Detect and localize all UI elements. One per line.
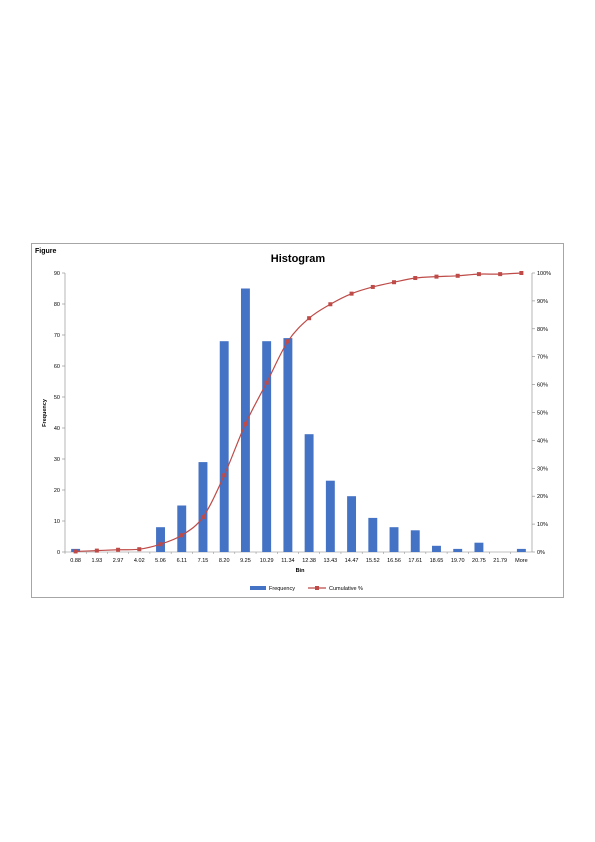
cumulative-marker: [349, 291, 354, 296]
x-tick-label: 18.65: [430, 558, 444, 564]
x-tick-label: 19.70: [451, 558, 465, 564]
y-axis-title: Frequency: [42, 398, 48, 427]
cumulative-marker: [434, 274, 439, 279]
bar: [177, 505, 187, 552]
y2-tick-label: 100%: [537, 271, 551, 277]
x-tick-label: 8.20: [219, 558, 230, 564]
cumulative-marker: [200, 515, 205, 520]
cumulative-marker: [392, 280, 397, 285]
chart-title: Histogram: [271, 253, 326, 265]
bar: [304, 434, 314, 552]
axes: [62, 272, 535, 554]
x-tick-label: 11.34: [281, 558, 294, 564]
bar: [368, 517, 378, 552]
y2-tick-label: 40%: [537, 438, 548, 444]
bar: [453, 548, 463, 552]
y2-tick-label: 80%: [537, 327, 548, 333]
bar: [389, 527, 399, 552]
cumulative-marker: [307, 316, 312, 321]
x-tick-label: 10.29: [260, 558, 274, 564]
y-tick-label: 50: [54, 395, 60, 401]
x-tick-label: 13.43: [323, 558, 337, 564]
y-tick-label: 80: [54, 302, 60, 308]
legend-frequency-label: Frequency: [269, 586, 295, 592]
tick-labels: 0 10 20 30 40 50 60 70 80 90 0% 10% 20% 30% 40% 50% 60% 7…: [54, 271, 551, 564]
y2-tick-label: 70%: [537, 355, 548, 361]
bar-series-frequency: [71, 288, 526, 552]
y2-tick-label: 30%: [537, 466, 548, 472]
cumulative-marker: [328, 302, 333, 307]
bar: [262, 341, 272, 552]
x-axis-title: Bin: [296, 568, 306, 574]
chart-frame: Figure Histogram Frequency Bin 0 10 20 30 40…: [31, 243, 564, 598]
cumulative-marker: [94, 548, 99, 553]
legend-frequency-swatch: [250, 586, 266, 590]
cumulative-marker: [413, 276, 418, 281]
x-tick-label: More: [515, 558, 528, 564]
x-tick-label: 16.56: [387, 558, 401, 564]
x-tick-label: 17.61: [408, 558, 422, 564]
x-tick-label: 0.88: [70, 558, 81, 564]
cumulative-marker: [158, 542, 163, 547]
legend-cumulative-label: Cumulative %: [329, 586, 363, 592]
cumulative-marker: [455, 273, 460, 278]
cumulative-marker: [370, 284, 375, 289]
cumulative-marker: [243, 421, 248, 426]
y2-tick-label: 20%: [537, 494, 548, 500]
x-tick-label: 1.93: [91, 558, 102, 564]
line-series-cumulative: [73, 271, 524, 554]
bar: [432, 545, 441, 552]
y2-tick-label: 60%: [537, 383, 548, 389]
bar: [474, 542, 484, 552]
x-tick-label: 6.11: [177, 558, 187, 564]
x-tick-label: 15.52: [366, 558, 380, 564]
bar: [347, 496, 357, 552]
bar: [283, 338, 293, 552]
legend: Frequency Cumulative %: [250, 586, 363, 592]
x-tick-label: 7.15: [198, 558, 209, 564]
y-tick-label: 70: [54, 333, 60, 339]
bar: [516, 548, 526, 552]
y-tick-label: 90: [54, 271, 60, 277]
bar: [219, 341, 229, 552]
x-tick-label: 20.75: [472, 558, 486, 564]
cumulative-marker: [73, 549, 78, 554]
x-tick-label: 14.47: [345, 558, 359, 564]
cumulative-marker: [222, 473, 227, 478]
y2-tick-label: 0%: [537, 550, 545, 556]
bar: [198, 462, 208, 552]
y-tick-label: 30: [54, 457, 60, 463]
y-tick-label: 60: [54, 364, 60, 370]
cumulative-marker: [285, 339, 290, 344]
cumulative-marker: [116, 547, 121, 552]
figure-label: Figure: [35, 248, 56, 255]
y2-tick-label: 90%: [537, 299, 548, 305]
y-tick-label: 10: [54, 519, 60, 525]
cumulative-line: [75, 272, 522, 553]
cumulative-marker: [264, 380, 269, 385]
bar: [156, 527, 165, 552]
x-tick-label: 2.97: [113, 558, 124, 564]
y-tick-label: 20: [54, 488, 60, 494]
histogram-chart: Figure Histogram Frequency Bin 0 10 20 30 40…: [35, 248, 551, 592]
x-tick-label: 12.38: [302, 558, 316, 564]
cumulative-marker: [476, 272, 481, 277]
x-tick-label: 5.06: [155, 558, 166, 564]
y2-tick-label: 50%: [537, 411, 548, 417]
y2-tick-label: 10%: [537, 522, 548, 528]
cumulative-marker: [137, 547, 142, 552]
x-tick-label: 9.25: [240, 558, 251, 564]
x-tick-label: 4.02: [134, 558, 145, 564]
legend-cumulative-marker: [315, 586, 319, 590]
cumulative-marker: [498, 272, 503, 277]
cumulative-marker: [519, 271, 524, 275]
bar: [410, 530, 420, 552]
bar: [240, 288, 250, 552]
y-tick-label: 40: [54, 426, 60, 432]
cumulative-marker: [179, 533, 184, 538]
y-tick-label: 0: [57, 550, 60, 556]
bar: [325, 480, 335, 552]
x-tick-label: 21.79: [493, 558, 507, 564]
